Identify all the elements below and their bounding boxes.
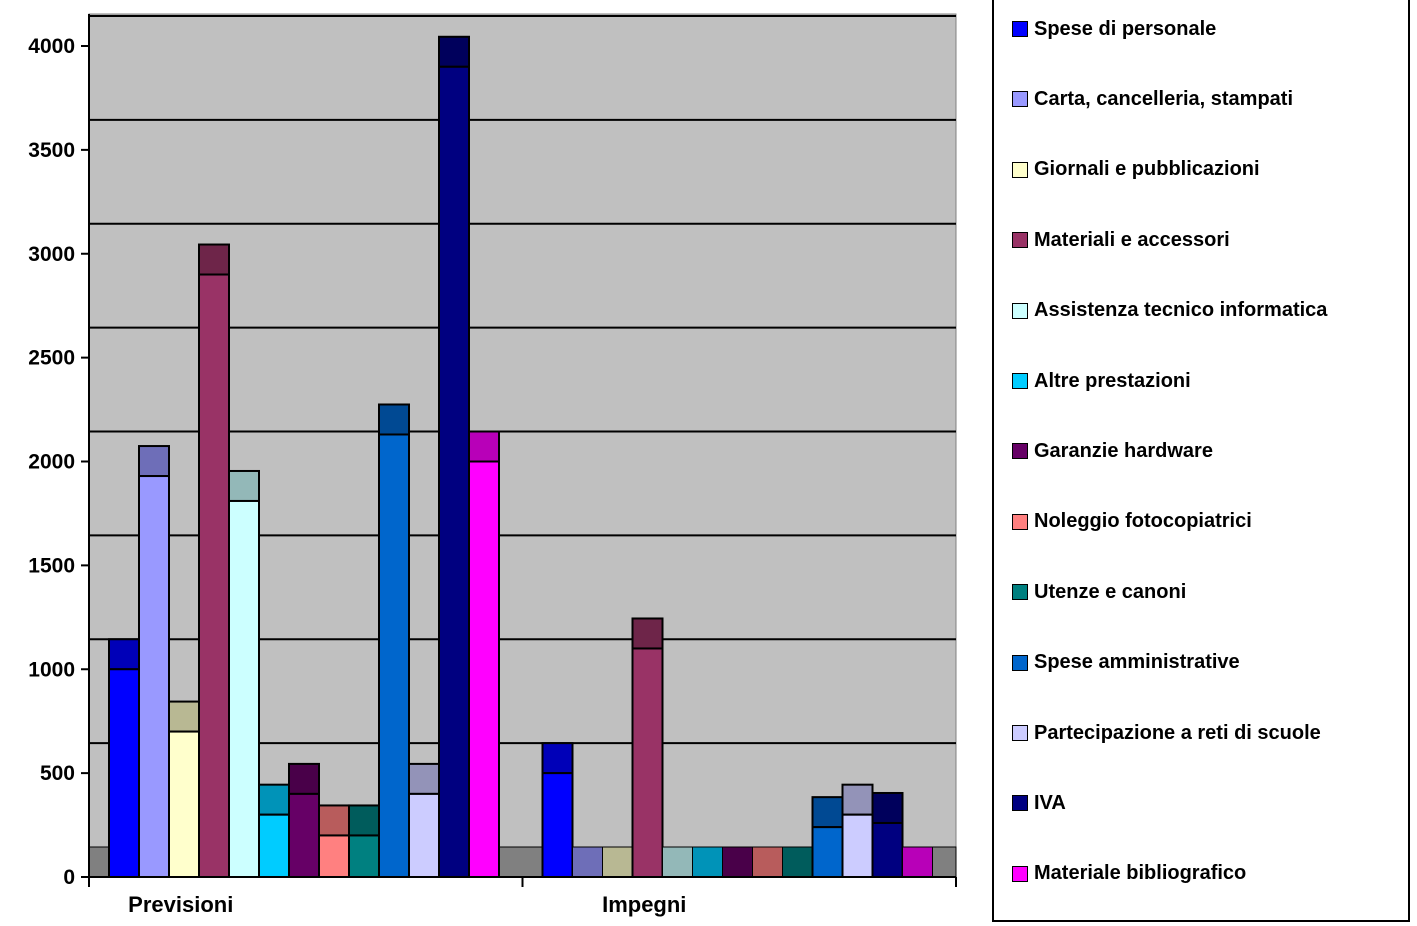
legend-item: Assistenza tecnico informatica: [1012, 297, 1327, 325]
legend: Spese di personale Carta, cancelleria, st…: [992, 0, 1410, 922]
bar-materiale-bibliografico-previsioni: [468, 430, 500, 878]
category-label: Previsioni: [128, 892, 233, 917]
legend-swatch: [1012, 513, 1028, 530]
y-tick-label: 1000: [28, 658, 75, 681]
bar-utenze-e-canoni-impegni: [782, 846, 813, 878]
legend-label: Utenze e canoni: [1034, 580, 1187, 603]
legend-swatch: [1012, 795, 1028, 812]
bar-chart: 0 500 1000 1500 2000 2500 3000 3500 4000 Previsi…: [28, 13, 957, 917]
bar-garanzie-hardware-previsioni: [288, 762, 320, 879]
legend-item: Materiale bibliografico: [1012, 860, 1246, 888]
bar-spese-di-personale-previsioni: [108, 638, 140, 878]
bar-assistenza-tecnico-informatica-impegni: [662, 846, 693, 878]
bar-utenze-e-canoni-previsioni: [348, 804, 380, 879]
y-tick-label: 500: [40, 762, 75, 785]
y-tick-label: 2500: [28, 347, 75, 370]
legend-item: Altre prestazioni: [1012, 367, 1191, 395]
bar-spese-di-personale-impegni: [541, 742, 574, 878]
bar-spese-amministrative-previsioni: [378, 403, 410, 878]
legend-label: Materiale bibliografico: [1034, 862, 1247, 885]
bar-noleggio-fotocopiatrici-previsioni: [318, 804, 350, 879]
bar-partecipazione-a-reti-di-scuole-previsioni: [408, 762, 440, 879]
legend-swatch: [1012, 443, 1028, 460]
y-tick-label: 0: [63, 866, 75, 889]
legend-swatch: [1012, 584, 1028, 601]
legend-swatch: [1012, 302, 1028, 319]
legend-swatch: [1012, 654, 1028, 671]
legend-label: Partecipazione a reti di scuole: [1034, 721, 1321, 744]
legend-label: Spese amministrative: [1034, 651, 1240, 674]
axes: [88, 14, 957, 887]
bar-giornali-e-pubblicazioni-previsioni: [168, 700, 200, 879]
legend-swatch: [1012, 161, 1028, 178]
bar-partecipazione-a-reti-di-scuole-impegni: [841, 783, 874, 878]
y-tick-label: 4000: [28, 35, 75, 58]
legend-item: Spese amministrative: [1012, 649, 1240, 677]
bar-iva-previsioni: [438, 35, 470, 878]
legend-label: Noleggio fotocopiatrici: [1034, 510, 1252, 533]
legend-item: Partecipazione a reti di scuole: [1012, 719, 1321, 747]
legend-label: Altre prestazioni: [1034, 369, 1191, 392]
legend-item: Garanzie hardware: [1012, 437, 1213, 465]
bar-noleggio-fotocopiatrici-impegni: [752, 846, 783, 878]
y-tick-labels: 0 500 1000 1500 2000 2500 3000 3500 4000: [28, 35, 89, 889]
bar-assistenza-tecnico-informatica-previsioni: [228, 469, 260, 878]
legend-label: Spese di personale: [1034, 17, 1217, 40]
category-label: Impegni: [602, 892, 686, 917]
bar-carta-cancelleria-stampati-previsioni: [138, 445, 170, 878]
legend-label: Giornali e pubblicazioni: [1034, 158, 1260, 181]
legend-label: Assistenza tecnico informatica: [1034, 299, 1328, 322]
bar-materiali-e-accessori-impegni: [631, 617, 664, 878]
bar-materiali-e-accessori-previsioni: [198, 243, 230, 878]
bar-iva-impegni: [871, 791, 904, 878]
legend-item: Utenze e canoni: [1012, 578, 1186, 606]
y-tick-label: 3000: [28, 243, 75, 266]
legend-label: IVA: [1034, 791, 1066, 814]
bar-carta-cancelleria-stampati-impegni: [572, 846, 603, 878]
legend-item: Noleggio fotocopiatrici: [1012, 508, 1252, 536]
legend-label: Materiali e accessori: [1034, 228, 1230, 251]
legend-item: IVA: [1012, 789, 1066, 817]
y-tick-label: 1500: [28, 554, 75, 577]
legend-label: Carta, cancelleria, stampati: [1034, 87, 1294, 110]
y-tick-label: 2000: [28, 451, 75, 474]
legend-label: Garanzie hardware: [1034, 439, 1213, 462]
category-labels: Previsioni Impegni: [128, 892, 686, 917]
bar-giornali-e-pubblicazioni-impegni: [602, 846, 633, 878]
legend-item: Carta, cancelleria, stampati: [1012, 85, 1293, 113]
legend-swatch: [1012, 232, 1028, 249]
legend-item: Materiali e accessori: [1012, 226, 1230, 254]
bar-garanzie-hardware-impegni: [722, 846, 753, 878]
legend-item: Giornali e pubblicazioni: [1012, 156, 1260, 184]
bar-materiale-bibliografico-impegni: [902, 846, 933, 878]
bar-spese-amministrative-impegni: [811, 796, 844, 879]
legend-swatch: [1012, 725, 1028, 741]
legend-swatch: [1012, 373, 1028, 389]
bar-altre-prestazioni-previsioni: [258, 783, 290, 878]
legend-swatch: [1012, 21, 1028, 37]
legend-swatch: [1012, 865, 1028, 882]
y-tick-label: 3500: [28, 139, 75, 162]
legend-swatch: [1012, 91, 1028, 108]
bar-altre-prestazioni-impegni: [692, 846, 723, 878]
legend-item: Spese di personale: [1012, 15, 1216, 43]
